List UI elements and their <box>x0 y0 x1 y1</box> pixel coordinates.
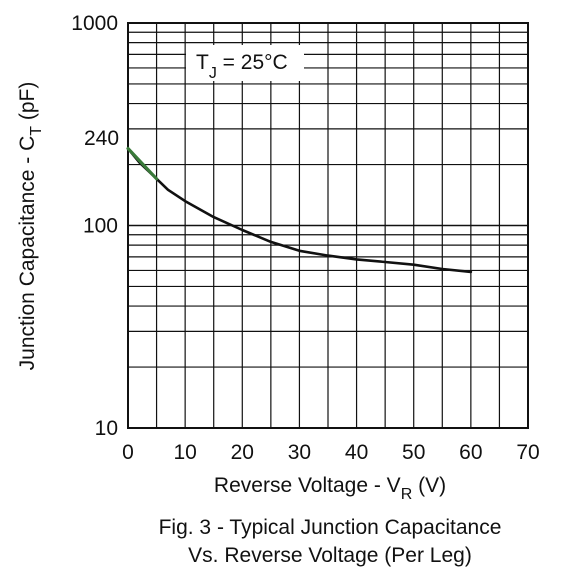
x-axis-label: Reverse Voltage - VR (V) <box>214 474 446 503</box>
y-tick-label: 100 <box>83 215 118 238</box>
grid <box>128 23 528 428</box>
plot-border <box>127 22 529 429</box>
y-tick-label: 10 <box>95 417 118 440</box>
x-tick-label: 0 <box>122 441 134 464</box>
x-tick-label: 30 <box>288 441 311 464</box>
condition-label: TJ = 25°C <box>196 51 288 82</box>
x-tick-label: 40 <box>345 441 368 464</box>
series-line <box>126 147 473 274</box>
highlight-value-label: 240 <box>84 127 119 150</box>
y-tick-label: 1000 <box>71 12 118 35</box>
condition-label-bg <box>186 45 304 81</box>
y-tick-labels: 10 100 1000 <box>71 12 118 440</box>
highlight-segment <box>126 146 159 181</box>
caption-line-2: Vs. Reverse Voltage (Per Leg) <box>188 544 472 567</box>
caption-line-1: Fig. 3 - Typical Junction Capacitance <box>159 516 502 539</box>
x-tick-labels: 0 10 20 30 40 50 60 70 <box>122 441 540 464</box>
x-tick-label: 10 <box>173 441 196 464</box>
x-tick-label: 70 <box>516 441 539 464</box>
x-tick-label: 50 <box>402 441 425 464</box>
y-axis-label: Junction Capacitance - CT (pF) <box>16 82 45 371</box>
x-tick-label: 60 <box>459 441 482 464</box>
x-tick-label: 20 <box>231 441 254 464</box>
series-layer <box>126 146 473 274</box>
